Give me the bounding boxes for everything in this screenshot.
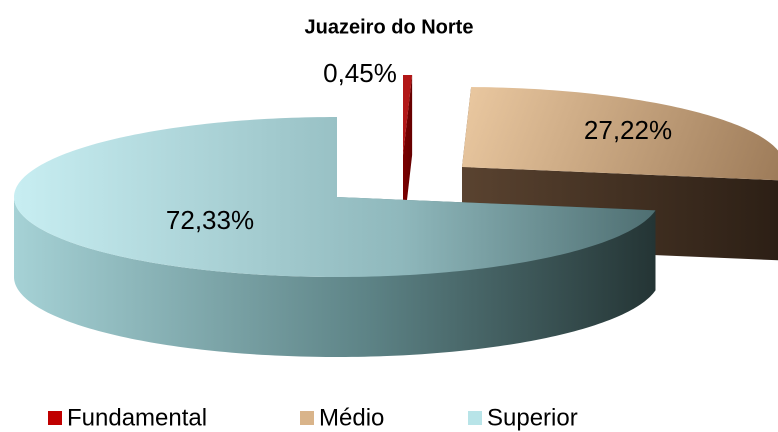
pie-slice (403, 75, 413, 235)
chart-title: Juazeiro do Norte (305, 16, 474, 38)
slice-top (14, 117, 656, 277)
legend-swatch (48, 411, 62, 425)
slice-side (14, 197, 656, 357)
slice-top (462, 87, 778, 181)
legend-swatch (300, 411, 314, 425)
legend: Fundamental Médio Superior (48, 404, 578, 431)
labels: 0,45% 27,22% 72,33% (166, 58, 672, 235)
data-label: 27,22% (584, 115, 672, 145)
pie (14, 75, 778, 357)
pie-slice (14, 117, 656, 357)
data-label: 0,45% (323, 58, 397, 88)
data-label: 72,33% (166, 205, 254, 235)
slice-edge-face (403, 75, 413, 235)
legend-label: Fundamental (67, 404, 207, 431)
legend-swatch (468, 411, 482, 425)
slice-top (403, 75, 413, 155)
legend-label: Médio (319, 404, 384, 431)
legend-label: Superior (487, 404, 578, 431)
